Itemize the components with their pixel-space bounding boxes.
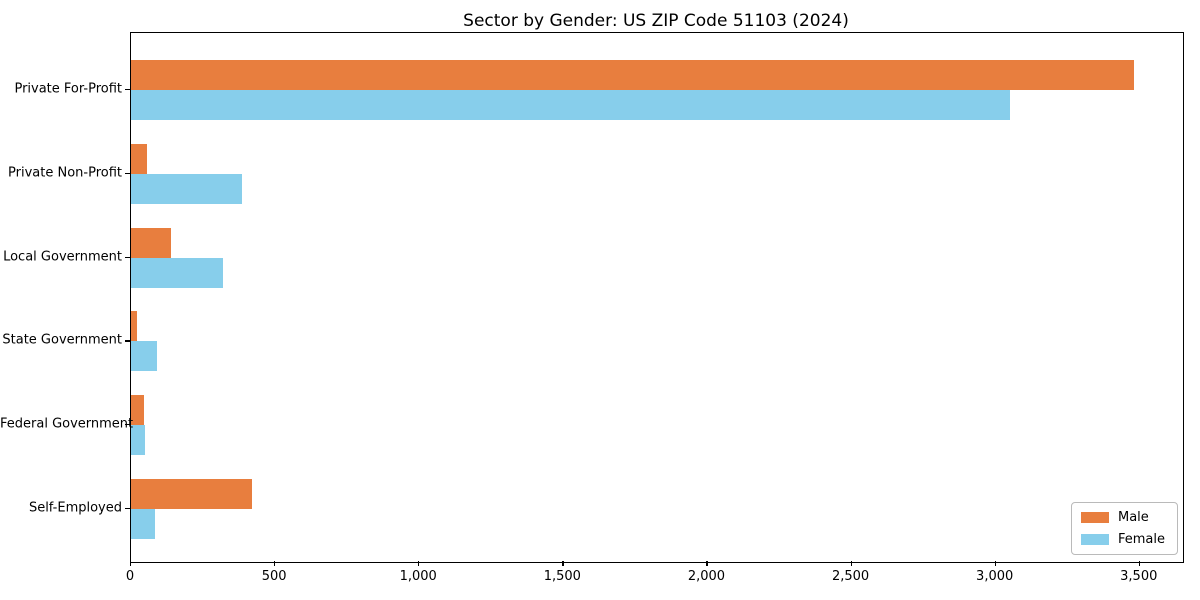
x-tick-label-1000: 1,000 <box>399 569 437 584</box>
x-tick-mark <box>130 561 132 566</box>
y-tick-label-private-non-profit: Private Non-Profit <box>8 165 122 181</box>
bar-male-self-employed <box>131 479 253 509</box>
x-tick-label-500: 500 <box>261 569 287 584</box>
x-tick-mark <box>562 561 564 566</box>
x-tick-mark <box>418 561 420 566</box>
bar-male-state-government <box>131 311 137 342</box>
bar-female-federal-government <box>131 425 146 456</box>
x-tick-mark <box>850 561 852 566</box>
chart-title: Sector by Gender: US ZIP Code 51103 (202… <box>463 11 849 31</box>
x-tick-mark <box>1138 561 1140 566</box>
plot-area: Male Female <box>130 32 1184 563</box>
legend-item-female: Female <box>1080 532 1165 547</box>
bar-male-private-non-profit <box>131 143 147 174</box>
bar-female-private-for-profit <box>131 90 1011 120</box>
bar-female-self-employed <box>131 509 156 539</box>
y-tick-label-private-for-profit: Private For-Profit <box>14 81 122 97</box>
y-tick-mark <box>125 89 130 91</box>
y-tick-label-local-government: Local Government <box>3 249 122 265</box>
legend-item-male: Male <box>1080 510 1165 525</box>
y-tick-mark <box>125 340 130 342</box>
bar-female-state-government <box>131 341 157 372</box>
x-tick-mark <box>274 561 276 566</box>
x-tick-label-2000: 2,000 <box>687 569 726 584</box>
bar-female-private-non-profit <box>131 173 242 204</box>
bar-male-local-government <box>131 227 172 258</box>
x-tick-label-3500: 3,500 <box>1120 569 1158 584</box>
y-tick-mark <box>125 256 130 258</box>
x-tick-label-0: 0 <box>125 569 135 584</box>
y-tick-label-state-government: State Government <box>2 332 122 348</box>
x-tick-mark <box>706 561 708 566</box>
y-tick-mark <box>125 172 130 174</box>
legend-label-female: Female <box>1117 532 1165 547</box>
y-tick-label-self-employed: Self-Employed <box>28 500 122 516</box>
y-tick-mark <box>125 424 130 426</box>
y-tick-label-federal-government: Federal Government <box>0 416 134 432</box>
bar-female-local-government <box>131 257 224 288</box>
x-tick-label-3000: 3,000 <box>976 569 1014 584</box>
y-tick-mark <box>125 508 130 510</box>
x-tick-mark <box>994 561 996 566</box>
legend-label-male: Male <box>1117 510 1149 525</box>
x-tick-label-2500: 2,500 <box>831 569 870 584</box>
legend: Male Female <box>1070 502 1178 555</box>
x-tick-label-1500: 1,500 <box>543 569 581 584</box>
male-series-swatch-icon <box>1080 512 1109 523</box>
bar-male-federal-government <box>131 395 144 426</box>
bar-male-private-for-profit <box>131 60 1134 90</box>
female-series-swatch-icon <box>1080 534 1109 545</box>
